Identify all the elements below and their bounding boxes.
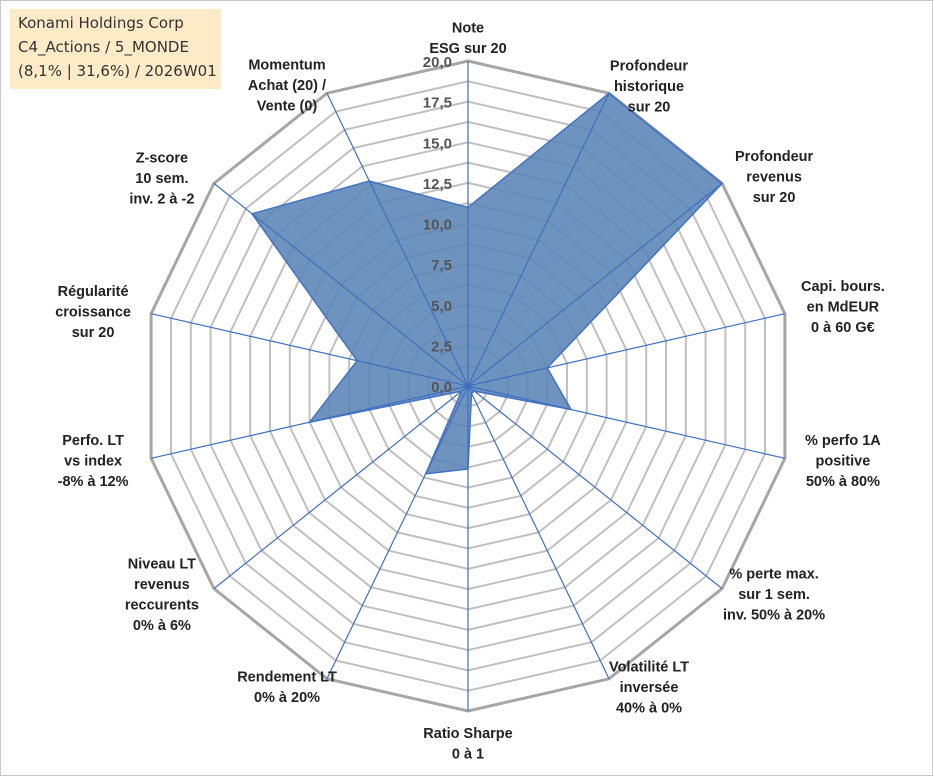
axis-label: Note ESG sur 20 [429, 21, 506, 58]
axis-label-line: sur 20 [72, 325, 115, 341]
axis-label-line: en MdEUR [807, 300, 880, 316]
axis-spoke [467, 92, 610, 387]
axis-label: Profondeur historique sur 20 [610, 59, 688, 116]
axis-spoke [467, 385, 786, 459]
spoke-layer [150, 61, 786, 711]
axis-spoke [213, 385, 469, 590]
period-info: (8,1% | 31,6%) / 2026W01 [18, 62, 217, 80]
tick-label: 5,0 [431, 298, 452, 315]
axis-label: Profondeur revenus sur 20 [735, 149, 813, 206]
axis-spoke [467, 385, 610, 680]
tick-label: 20,0 [423, 54, 452, 71]
axis-label-line: positive [816, 453, 871, 469]
axis-label-line: ESG sur 20 [429, 41, 506, 57]
axis-label-line: 0% à 20% [254, 690, 320, 706]
tick-label: 2,5 [431, 338, 452, 355]
axis-label-line: Momentum [248, 58, 325, 74]
axis-label-line: Volatilité LT [609, 659, 689, 675]
axis-label-line: 50% à 80% [806, 474, 880, 490]
axis-label: Momentum Achat (20) / Vente (0) [248, 58, 326, 115]
axis-label-line: Note [452, 21, 484, 37]
axis-label-line: revenus [134, 577, 190, 593]
axis-spoke [213, 182, 469, 387]
axis-label-line: 0% à 6% [133, 618, 191, 634]
axis-spoke [150, 313, 469, 387]
axis-label-line: Z-score [136, 150, 188, 166]
axis-label-line: % perfo 1A [805, 433, 881, 449]
axis-label-line: 0 à 1 [452, 747, 484, 763]
axis-label-line: sur 20 [753, 190, 796, 206]
category-path: C4_Actions / 5_MONDE [18, 38, 189, 56]
axis-label-line: inv. 2 à -2 [129, 191, 194, 207]
company-name: Konami Holdings Corp [18, 14, 184, 32]
label-layer: Note ESG sur 20 Profondeur historique sur 20… [55, 21, 885, 763]
axis-label-line: Profondeur [610, 59, 688, 75]
tick-label: 17,5 [423, 95, 452, 112]
axis-label-line: revenus [746, 169, 802, 185]
series-area [250, 92, 724, 475]
axis-spoke [467, 313, 786, 387]
tick-label: 15,0 [423, 135, 452, 152]
axis-label: Capi. bours. en MdEUR 0 à 60 G€ [801, 279, 885, 336]
axis-label: Perfo. LT vs index -8% à 12% [58, 433, 129, 490]
axis-spoke [467, 182, 723, 387]
axis-label-line: inv. 50% à 20% [723, 608, 825, 624]
axis-spoke [326, 385, 469, 680]
axis-label-line: croissance [55, 305, 131, 321]
tick-label: 7,5 [431, 257, 452, 274]
axis-label-line: 0 à 60 G€ [811, 320, 875, 336]
axis-spoke [467, 385, 723, 590]
axis-label-line: -8% à 12% [58, 474, 129, 490]
tick-label: 0,0 [431, 379, 452, 396]
axis-label-line: Niveau LT [128, 557, 196, 573]
axis-label: Rendement LT 0% à 20% [237, 670, 337, 707]
axis-label-line: Régularité [58, 284, 129, 300]
axis-spoke [326, 92, 469, 387]
axis-label: Volatilité LT inversée 40% à 0% [609, 659, 689, 716]
axis-label-line: Perfo. LT [62, 433, 124, 449]
tick-label: 12,5 [423, 176, 452, 193]
axis-label: Régularité croissance sur 20 [55, 284, 131, 341]
axis-label-line: vs index [64, 453, 122, 469]
axis-label-line: % perte max. [729, 567, 818, 583]
axis-label: % perfo 1A positive 50% à 80% [805, 433, 881, 490]
axis-label-line: inversée [620, 680, 679, 696]
axis-label: % perte max. sur 1 sem. inv. 50% à 20% [723, 567, 825, 624]
axis-label-line: sur 20 [628, 100, 671, 116]
axis-label-line: Capi. bours. [801, 279, 885, 295]
axis-label-line: sur 1 sem. [738, 587, 810, 603]
chart-title-box: Konami Holdings Corp C4_Actions / 5_MOND… [10, 9, 221, 89]
axis-label: Niveau LT revenus reccurents 0% à 6% [125, 557, 199, 635]
axis-label-line: historique [614, 79, 684, 95]
axis-label-line: Profondeur [735, 149, 813, 165]
tick-layer: 0,0 2,5 5,0 7,5 10,0 12,5 15,0 17,5 20,0 [423, 54, 452, 396]
axis-label-line: reccurents [125, 598, 199, 614]
series-layer [250, 92, 724, 475]
axis-label-line: Ratio Sharpe [423, 726, 512, 742]
axis-label-line: Vente (0) [257, 99, 318, 115]
axis-label-line: 40% à 0% [616, 700, 682, 716]
axis-spoke [150, 385, 469, 459]
axis-label: Z-score 10 sem. inv. 2 à -2 [129, 150, 194, 207]
axis-label-line: Rendement LT [237, 670, 337, 686]
axis-label: Ratio Sharpe 0 à 1 [423, 726, 512, 763]
axis-label-line: 10 sem. [135, 171, 188, 187]
tick-label: 10,0 [423, 217, 452, 234]
axis-label-line: Achat (20) / [248, 78, 326, 94]
